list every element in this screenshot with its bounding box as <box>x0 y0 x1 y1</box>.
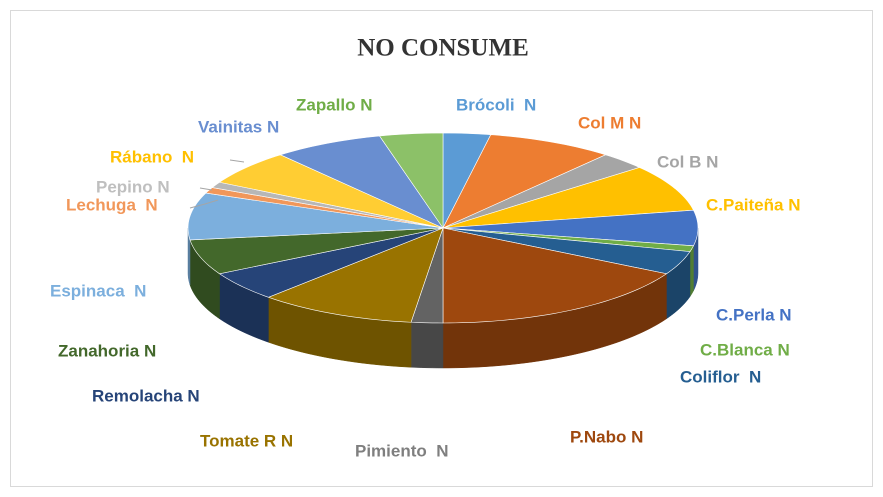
slice <box>267 227 444 323</box>
slice-label: P.Nabo N <box>570 427 643 446</box>
slice-label: Brócoli N <box>456 95 536 114</box>
slice-label: Col M N <box>578 113 641 132</box>
slice <box>189 227 444 275</box>
slice <box>442 134 607 229</box>
slice-label: Remolacha N <box>92 386 200 405</box>
slice-label: Vainitas N <box>198 117 279 136</box>
slice <box>218 227 444 298</box>
slice <box>187 192 444 241</box>
slice-label: Col B N <box>657 152 718 171</box>
slice-label: Rábano N <box>110 147 194 166</box>
slice-label: Pepino N <box>96 177 170 196</box>
slice <box>442 154 641 229</box>
leader-line <box>229 159 245 163</box>
slice-label: Pimiento N <box>355 441 449 460</box>
slice-side <box>410 321 444 369</box>
slice <box>279 135 444 229</box>
slice <box>442 209 699 247</box>
leader-line <box>189 199 219 209</box>
leader-line <box>199 187 213 191</box>
slice-label: C.Blanca N <box>700 340 790 359</box>
slice <box>442 167 694 229</box>
slice-label: Zapallo N <box>296 95 373 114</box>
slice-label: Lechuga N <box>66 195 158 214</box>
slice-label: Coliflor N <box>680 367 761 386</box>
slice-label: C.Perla N <box>716 305 792 324</box>
chart-title: NO CONSUME <box>357 35 529 62</box>
slice <box>442 227 691 275</box>
slice <box>379 132 444 229</box>
slice <box>218 154 444 229</box>
slice-label: C.Paiteña N <box>706 195 800 214</box>
slice-label: Zanahoria N <box>58 341 156 360</box>
slice-label: Tomate R N <box>200 431 293 450</box>
slice <box>442 227 668 324</box>
slice-label: Espinaca N <box>50 281 146 300</box>
slice-side <box>689 245 694 298</box>
